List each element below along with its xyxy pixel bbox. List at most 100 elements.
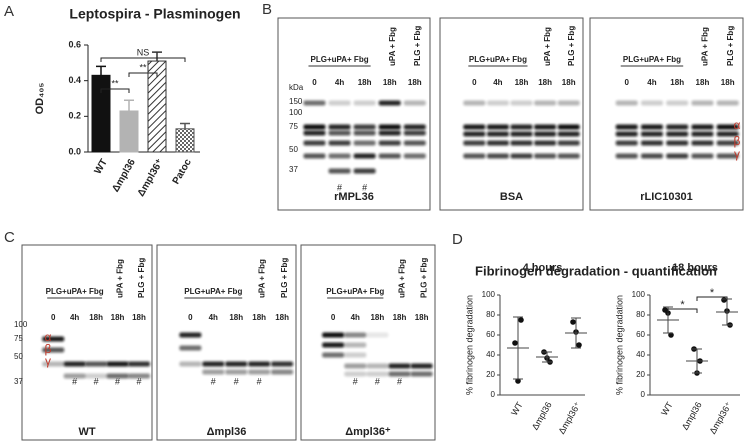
x-tick-label: Δmpl36 bbox=[110, 157, 138, 194]
x-tick-label: WT bbox=[509, 400, 525, 418]
x-tick-label: WT bbox=[93, 157, 110, 176]
y-tick-label: 100 bbox=[632, 290, 646, 299]
lane-label: 18h bbox=[383, 78, 397, 87]
y-tick-label: 80 bbox=[636, 310, 645, 319]
lane-label: 4h bbox=[493, 78, 502, 87]
lane-condition: uPA + Fbg bbox=[398, 259, 407, 298]
lane-condition: PLG + Fbg bbox=[413, 26, 422, 66]
blot-name: Δmpl36 bbox=[207, 426, 247, 438]
blot-band bbox=[303, 100, 326, 106]
lane-condition: uPA + Fbg bbox=[543, 27, 552, 66]
blot-band bbox=[328, 130, 351, 136]
lane-condition: PLG + Fbg bbox=[567, 26, 576, 66]
blot-band bbox=[463, 153, 486, 159]
blot-band bbox=[303, 140, 326, 146]
blot-band bbox=[640, 153, 663, 159]
lane-condition: PLG + Fbg bbox=[726, 26, 735, 66]
blot-band bbox=[410, 371, 433, 377]
data-point bbox=[570, 319, 576, 325]
blot-band bbox=[716, 153, 739, 159]
degradation-mark: # bbox=[72, 376, 77, 386]
degradation-mark: # bbox=[115, 376, 120, 386]
blot-band bbox=[716, 124, 739, 130]
degradation-mark: # bbox=[362, 182, 367, 192]
blot-band bbox=[666, 131, 689, 137]
blot-band bbox=[691, 140, 714, 146]
x-tick-label: Δmpl36 bbox=[530, 400, 554, 431]
panel-letter: C bbox=[4, 229, 15, 246]
lane-label: 0 bbox=[51, 313, 56, 322]
blot-band bbox=[303, 130, 326, 136]
blot-band bbox=[106, 361, 129, 367]
panel-title: Fibrinogen degradation - quantification bbox=[475, 263, 717, 278]
x-tick-label: Δmpl36⁺ bbox=[136, 157, 166, 198]
blot-band bbox=[202, 361, 225, 367]
blot-frame bbox=[21, 244, 153, 441]
blot-band bbox=[510, 131, 533, 137]
blot-band bbox=[179, 361, 202, 367]
chart-title: Leptospira - Plasminogen bbox=[69, 6, 240, 22]
blot-band bbox=[403, 140, 426, 146]
blot-band bbox=[366, 363, 389, 369]
blot-band bbox=[666, 100, 689, 106]
blot-band bbox=[666, 140, 689, 146]
blot-band bbox=[640, 100, 663, 106]
blot-band bbox=[344, 371, 367, 377]
blot-band bbox=[378, 140, 401, 146]
y-tick-label: 40 bbox=[636, 350, 645, 359]
kda-marker: 37 bbox=[289, 165, 298, 174]
lane-label: 0 bbox=[331, 313, 336, 322]
panel-letter: B bbox=[262, 1, 272, 18]
lane-label: 4h bbox=[351, 313, 360, 322]
blot-band bbox=[388, 371, 411, 377]
error-bar bbox=[124, 99, 134, 111]
bar bbox=[119, 110, 139, 153]
blot-band bbox=[202, 369, 225, 375]
lane-label: 18h bbox=[370, 313, 384, 322]
blot-band bbox=[691, 131, 714, 137]
blot-band bbox=[557, 131, 580, 137]
bar bbox=[175, 128, 195, 153]
blot-band bbox=[63, 373, 86, 379]
lane-label: 0 bbox=[472, 78, 477, 87]
lane-label: 4h bbox=[335, 78, 344, 87]
y-tick-label: 0.0 bbox=[68, 146, 81, 156]
blot-header: PLG+uPA+ Fbg bbox=[623, 55, 681, 64]
blot-band bbox=[463, 131, 486, 137]
panel-letter: D bbox=[452, 231, 463, 248]
blot-frame bbox=[439, 17, 584, 211]
blot-band bbox=[378, 130, 401, 136]
blot-band bbox=[403, 100, 426, 106]
blot-band bbox=[640, 124, 663, 130]
blot-band bbox=[322, 342, 345, 348]
y-axis-label: OD₄₀₅ bbox=[34, 83, 46, 115]
y-tick-label: 60 bbox=[486, 330, 495, 339]
significance-bracket bbox=[100, 57, 186, 62]
blot-header: PLG+uPA+ Fbg bbox=[311, 55, 369, 64]
lane-label: 18h bbox=[275, 313, 289, 322]
error-bar bbox=[96, 65, 106, 76]
blot-band bbox=[486, 131, 509, 137]
kda-marker: 100 bbox=[289, 108, 303, 117]
kda-marker: kDa bbox=[289, 83, 304, 92]
y-tick-label: 20 bbox=[486, 370, 495, 379]
blot-band bbox=[486, 124, 509, 130]
degradation-mark: # bbox=[136, 376, 141, 386]
blot-band bbox=[366, 371, 389, 377]
lane-label: 18h bbox=[515, 78, 529, 87]
lane-label: 4h bbox=[70, 313, 79, 322]
lane-condition: PLG + Fbg bbox=[420, 258, 429, 298]
data-point bbox=[512, 340, 518, 346]
kda-marker: 100 bbox=[14, 320, 28, 329]
blot-band bbox=[640, 140, 663, 146]
blot-band bbox=[486, 100, 509, 106]
chain-label: γ bbox=[734, 147, 740, 161]
x-tick-label: Δmpl36⁺ bbox=[707, 400, 733, 436]
lane-label: 18h bbox=[252, 313, 266, 322]
lane-label: 18h bbox=[562, 78, 576, 87]
lane-label: 18h bbox=[408, 78, 422, 87]
blot-header: PLG+uPA+ Fbg bbox=[184, 287, 242, 296]
blot-band bbox=[378, 124, 401, 130]
blot-band bbox=[691, 124, 714, 130]
